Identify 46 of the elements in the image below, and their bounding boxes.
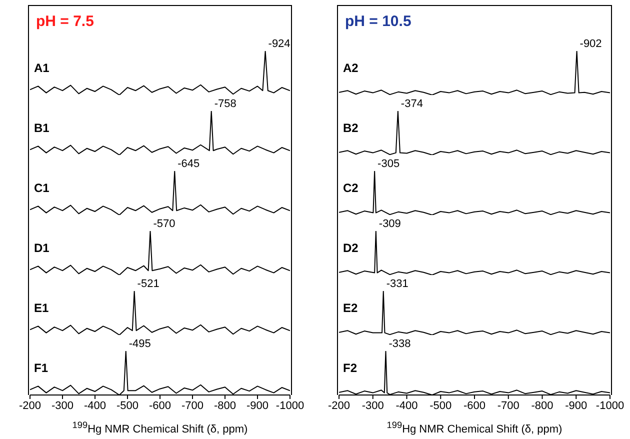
x-tick-label: -600 — [463, 400, 486, 412]
annotation: -570 — [153, 218, 176, 230]
series-label: D2 — [343, 241, 358, 255]
x-tick-label: -800 — [531, 400, 554, 412]
x-tick-label: -400 — [396, 400, 418, 412]
x-tick-label: -400 — [84, 400, 106, 412]
x-tick-label: -1000 — [276, 400, 304, 412]
x-tick-label: -1000 — [596, 400, 624, 412]
series-label: E1 — [34, 301, 49, 315]
annotation: -645 — [178, 158, 200, 170]
x-tick-label: -600 — [148, 400, 172, 412]
x-tick-label: -200 — [328, 400, 350, 412]
x-tick-label: -700 — [497, 400, 520, 412]
x-tick-label: -500 — [116, 400, 139, 412]
annotation: -758 — [214, 98, 236, 110]
series-label: F1 — [34, 361, 48, 375]
x-tick-label: -900 — [246, 400, 269, 412]
annotation: -521 — [137, 278, 160, 290]
series-label: D1 — [34, 241, 50, 255]
annotation: -374 — [400, 98, 423, 110]
x-axis-title: $^{199}$Hg NMR Chemical Shift (δ, ppm) — [386, 420, 564, 436]
annotation: -309 — [378, 218, 401, 230]
annotation: -331 — [386, 278, 408, 290]
chart-title: pH = 10.5 — [345, 13, 412, 30]
series-label: F2 — [343, 361, 358, 375]
x-axis-title: $^{199}$Hg NMR Chemical Shift (δ, ppm) — [71, 420, 249, 436]
series-label: B2 — [343, 121, 358, 135]
x-tick-label: -900 — [565, 400, 588, 412]
series-label: E2 — [343, 301, 358, 315]
series-label: A2 — [343, 61, 358, 75]
series-label: C2 — [343, 181, 358, 195]
x-tick-label: -700 — [181, 400, 204, 412]
series-label: A1 — [34, 61, 50, 75]
series-label: B1 — [34, 121, 50, 135]
annotation: -902 — [580, 38, 602, 50]
x-tick-label: -800 — [214, 400, 236, 412]
annotation: -305 — [378, 158, 400, 170]
annotation: -924 — [268, 38, 290, 50]
x-tick-label: -300 — [51, 400, 74, 412]
annotation: -338 — [388, 338, 411, 350]
series-label: C1 — [34, 181, 50, 195]
annotation: -495 — [128, 338, 151, 350]
x-tick-label: -200 — [18, 400, 42, 412]
chart-title: pH = 7.5 — [36, 13, 94, 30]
x-tick-label: -300 — [362, 400, 384, 412]
x-tick-label: -500 — [430, 400, 452, 412]
